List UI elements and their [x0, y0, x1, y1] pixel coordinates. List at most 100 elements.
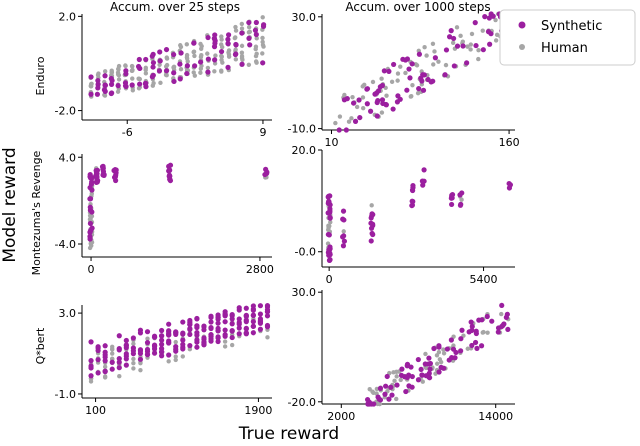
synthetic-point	[222, 333, 228, 339]
synthetic-point	[177, 61, 183, 67]
scatter-panel: -6 9 2.0 -2.0	[55, 10, 272, 139]
synthetic-point	[243, 325, 249, 331]
synthetic-point	[137, 356, 144, 362]
synthetic-point	[340, 208, 347, 214]
human-point	[102, 69, 108, 74]
synthetic-point	[350, 100, 357, 106]
synthetic-point	[166, 172, 173, 178]
synthetic-point	[472, 20, 478, 26]
human-point	[260, 42, 266, 48]
human-point	[408, 94, 413, 99]
synthetic-point	[443, 47, 450, 53]
human-point	[136, 86, 142, 91]
synthetic-point	[222, 311, 228, 318]
synthetic-point	[364, 101, 370, 107]
human-point	[441, 347, 446, 352]
human-point	[346, 119, 352, 124]
human-point	[173, 339, 178, 345]
x-tick-label: 5400	[470, 273, 498, 286]
synthetic-point	[436, 343, 442, 349]
row-label-montezuma: Montezuma's Revenge	[30, 150, 43, 275]
synthetic-point	[480, 47, 486, 53]
synthetic-point	[458, 348, 464, 354]
synthetic-point	[88, 358, 94, 364]
human-point	[205, 51, 210, 56]
synthetic-point	[102, 368, 108, 374]
human-point	[379, 110, 385, 115]
synthetic-point	[442, 72, 448, 78]
synthetic-point	[246, 19, 252, 26]
human-point	[395, 71, 401, 76]
synthetic-point	[201, 342, 207, 348]
synthetic-point	[205, 56, 211, 62]
synthetic-point	[263, 166, 269, 172]
synthetic-point	[404, 56, 411, 62]
human-point	[226, 48, 232, 53]
human-point	[480, 330, 485, 335]
human-point	[465, 346, 470, 351]
synthetic-point	[102, 358, 108, 364]
synthetic-point	[368, 108, 374, 114]
scatter-panel: 100 1900 3.0 -1.0	[55, 302, 272, 417]
synthetic-point	[448, 337, 454, 343]
synthetic-point	[243, 319, 249, 325]
synthetic-point	[215, 334, 221, 340]
synthetic-point	[489, 318, 495, 324]
x-tick-label: 2800	[246, 263, 274, 276]
synthetic-point	[137, 81, 143, 87]
synthetic-point	[180, 341, 186, 348]
human-point	[184, 42, 190, 47]
human-point	[247, 29, 252, 35]
synthetic-point	[151, 333, 158, 339]
synthetic-point	[123, 71, 129, 77]
synthetic-point	[151, 343, 158, 350]
synthetic-point	[102, 352, 108, 358]
human-point	[392, 378, 397, 383]
synthetic-point	[166, 352, 172, 358]
synthetic-point	[250, 330, 256, 336]
human-point	[233, 35, 238, 40]
human-point	[239, 21, 245, 27]
human-point	[476, 56, 481, 62]
human-point	[436, 59, 441, 64]
synthetic-point	[109, 77, 115, 84]
synthetic-point	[379, 82, 385, 89]
human-point	[233, 28, 239, 33]
synthetic-point	[448, 28, 454, 34]
synthetic-point	[157, 49, 163, 55]
synthetic-point	[218, 48, 225, 55]
human-point	[468, 47, 473, 52]
synthetic-point	[404, 374, 410, 381]
synthetic-point	[243, 305, 249, 311]
human-point	[233, 24, 238, 30]
synthetic-point	[229, 311, 235, 318]
human-point	[480, 28, 485, 33]
synthetic-point	[166, 332, 172, 338]
y-tick-label: -2.0	[55, 105, 76, 118]
human-point	[157, 62, 162, 68]
human-point	[403, 70, 408, 76]
synthetic-point	[192, 63, 198, 69]
synthetic-point	[159, 341, 165, 347]
human-point	[360, 105, 366, 111]
human-point	[265, 335, 270, 340]
synthetic-point	[250, 319, 256, 325]
synthetic-point	[198, 59, 204, 65]
synthetic-point	[416, 51, 423, 57]
synthetic-point	[420, 182, 426, 188]
synthetic-point	[111, 174, 118, 180]
row-label-enduro: Enduro	[34, 56, 47, 95]
synthetic-point	[151, 350, 158, 356]
synthetic-point	[326, 247, 332, 253]
y-tick-label: 30.0	[292, 11, 317, 24]
legend-box	[499, 9, 636, 66]
human-point	[469, 31, 475, 37]
synthetic-point	[368, 220, 374, 226]
synthetic-point	[95, 344, 101, 350]
human-point	[212, 69, 217, 74]
synthetic-point	[370, 231, 376, 238]
synthetic-point	[137, 350, 144, 356]
human-point	[432, 49, 437, 54]
synthetic-point	[250, 307, 256, 313]
synthetic-point	[389, 392, 395, 398]
